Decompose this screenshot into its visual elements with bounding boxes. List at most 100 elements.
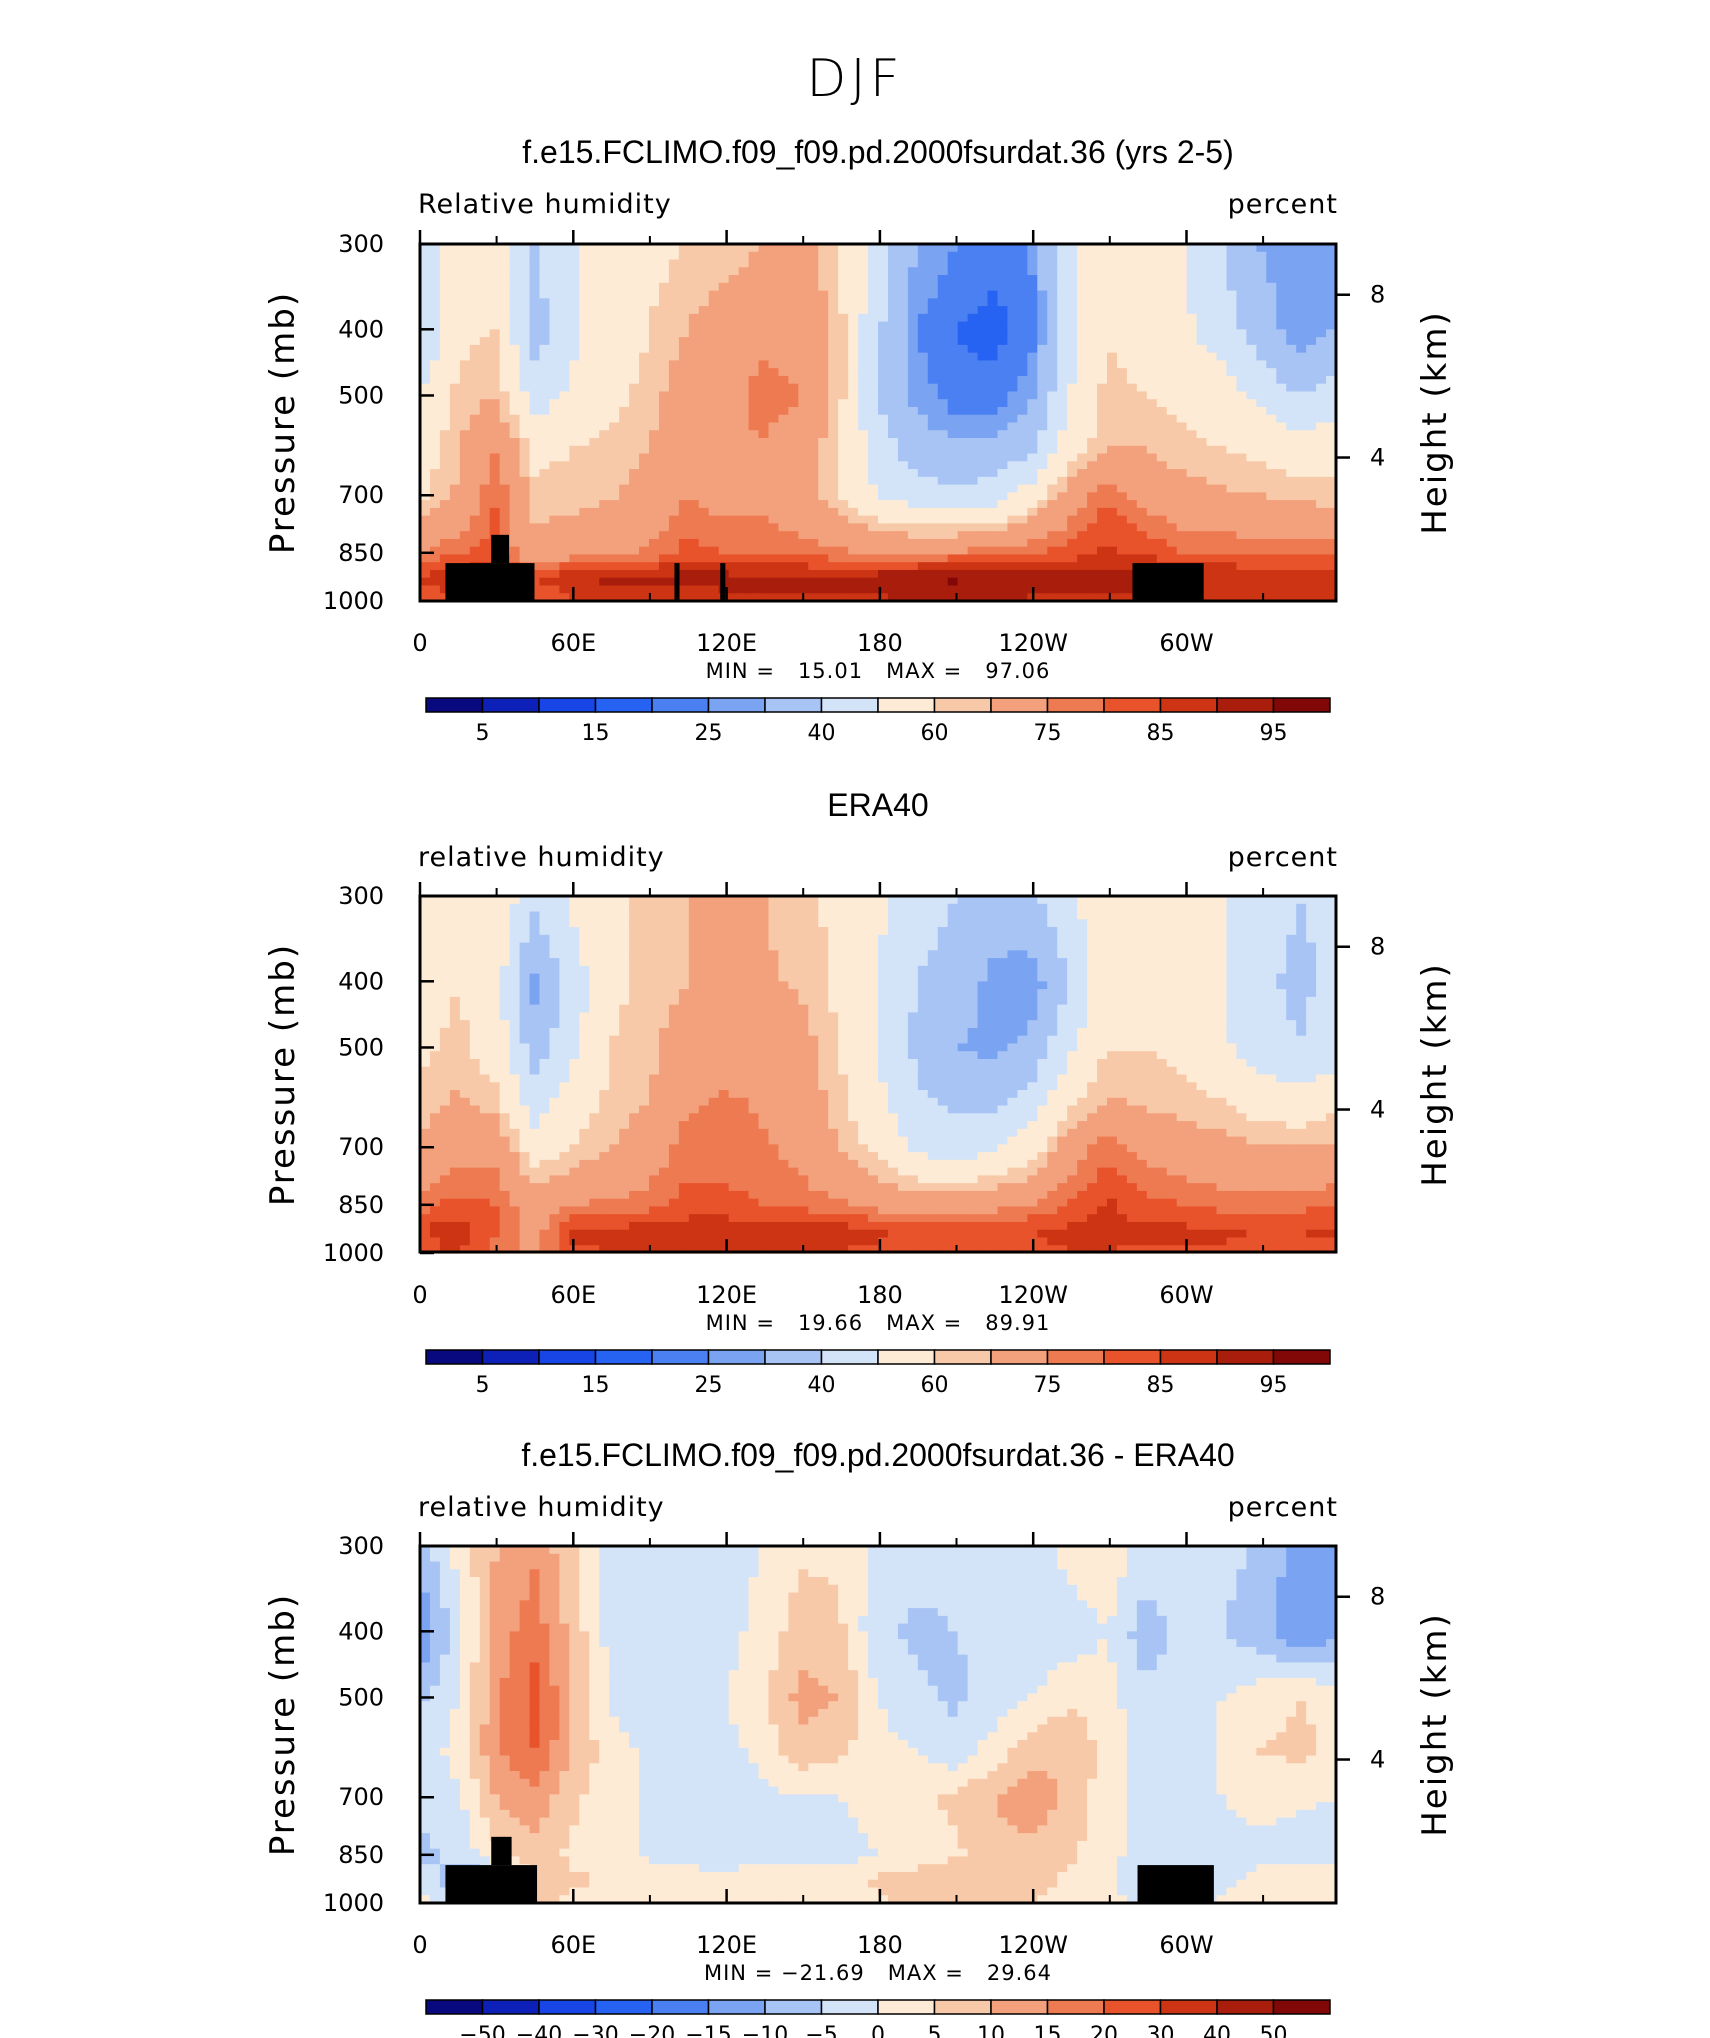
contour-cell (738, 329, 750, 338)
contour-cell (639, 352, 650, 362)
contour-cell (539, 562, 551, 571)
contour-cell (1306, 934, 1317, 944)
contour-cell (758, 375, 770, 385)
contour-cell (1007, 438, 1018, 447)
contour-cell (589, 562, 600, 571)
contour-cell (609, 352, 620, 362)
contour-cell (609, 244, 620, 253)
contour-cell (838, 469, 849, 478)
contour-cell (1097, 383, 1108, 393)
contour-cell (469, 360, 481, 369)
contour-cell (907, 919, 919, 928)
contour-cell (1246, 290, 1257, 299)
contour-cell (947, 306, 959, 315)
contour-cell (788, 500, 799, 509)
contour-cell (967, 500, 979, 509)
contour-cell (997, 282, 1009, 292)
contour-cell (818, 927, 829, 936)
contour-cell (957, 399, 969, 408)
contour-cell (758, 438, 770, 447)
contour-cell (1246, 515, 1257, 524)
contour-cell (1017, 523, 1028, 532)
contour-cell (1077, 438, 1088, 447)
contour-cell (808, 445, 819, 455)
contour-cell (459, 554, 471, 563)
contour-cell (1136, 313, 1148, 323)
contour-cell (579, 484, 590, 493)
contour-cell (848, 500, 859, 509)
contour-cell (1107, 306, 1118, 315)
contour-cell (1027, 267, 1038, 276)
contour-cell (808, 585, 819, 594)
contour-cell (1176, 523, 1188, 532)
contour-cell (1286, 368, 1297, 377)
contour-cell (808, 290, 819, 299)
contour-cell (1136, 267, 1148, 276)
contour-cell (997, 500, 1009, 509)
contour-cell (887, 577, 899, 587)
contour-cell (668, 469, 680, 478)
contour-cell (858, 321, 869, 330)
contour-cell (549, 538, 560, 548)
contour-cell (1116, 275, 1128, 284)
contour-cell (927, 461, 939, 470)
contour-cell (788, 391, 799, 400)
contour-cell (758, 934, 770, 944)
contour-cell (1186, 538, 1198, 548)
contour-cell (1186, 251, 1198, 261)
contour-cell (858, 430, 869, 439)
contour-cell (868, 469, 879, 478)
contour-cell (529, 453, 541, 462)
contour-cell (1176, 492, 1188, 501)
contour-cell (429, 337, 441, 346)
contour-cell (917, 422, 929, 431)
contour-cell (1087, 911, 1098, 920)
contour-cell (1326, 259, 1337, 268)
contour-cell (1326, 577, 1337, 587)
contour-cell (848, 507, 859, 517)
contour-cell (748, 352, 760, 362)
contour-cell (559, 352, 570, 362)
contour-cell (957, 438, 969, 447)
contour-cell (1166, 531, 1178, 540)
contour-cell (967, 453, 979, 462)
contour-cell (858, 484, 869, 493)
contour-cell (1116, 306, 1128, 315)
contour-cell (1126, 453, 1138, 462)
contour-cell (639, 368, 650, 377)
contour-cell (1256, 531, 1267, 540)
x-tick-label: 120W (998, 629, 1068, 657)
contour-cell (1326, 562, 1337, 571)
contour-cell (987, 290, 999, 299)
contour-cell (420, 492, 431, 501)
contour-cell (917, 538, 929, 548)
contour-cell (708, 321, 720, 330)
contour-cell (1047, 585, 1058, 594)
contour-cell (509, 523, 521, 532)
contour-cell (629, 500, 640, 509)
contour-cell (688, 531, 700, 540)
contour-cell (1017, 492, 1028, 501)
contour-cell (728, 919, 740, 928)
contour-cell (947, 593, 959, 602)
contour-cell (808, 375, 819, 385)
contour-cell (1236, 569, 1247, 579)
contour-cell (848, 546, 859, 556)
contour-cell (1266, 422, 1277, 431)
contour-cell (1256, 399, 1267, 408)
contour-cell (957, 383, 969, 393)
contour-cell (1037, 546, 1048, 556)
contour-cell (957, 569, 969, 579)
contour-cell (629, 911, 640, 920)
contour-cell (1156, 538, 1168, 548)
contour-cell (1226, 461, 1238, 470)
contour-cell (907, 383, 919, 393)
contour-cell (599, 275, 610, 284)
contour-cell (609, 523, 620, 532)
contour-cell (768, 290, 780, 299)
contour-cell (499, 469, 511, 478)
contour-cell (499, 934, 511, 944)
contour-cell (878, 313, 889, 323)
contour-cell (1057, 903, 1068, 913)
contour-cell (1017, 306, 1028, 315)
